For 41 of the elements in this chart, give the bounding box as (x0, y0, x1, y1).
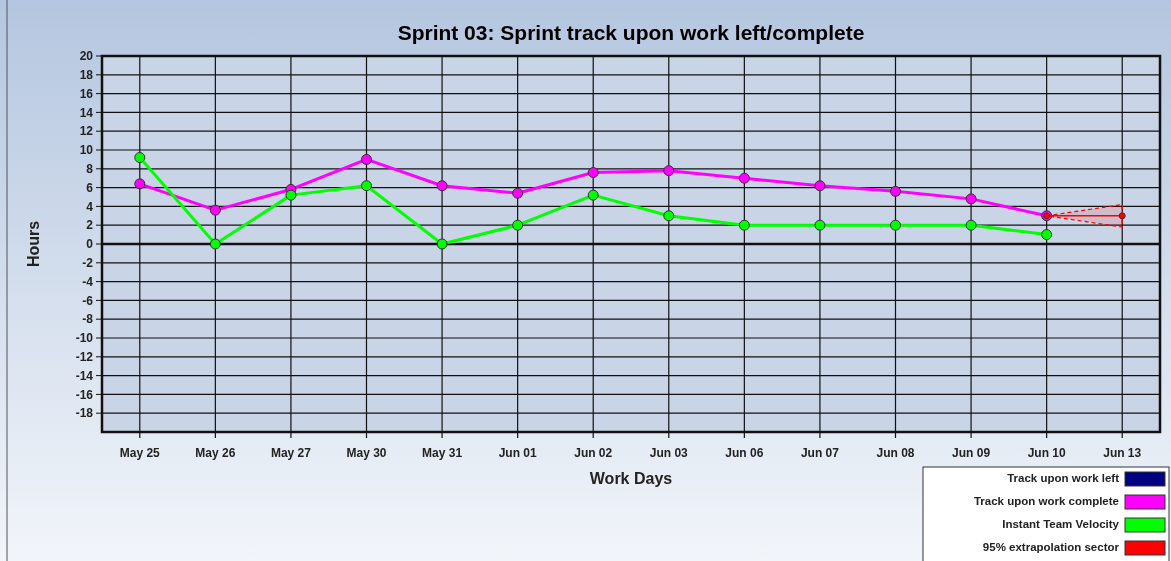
y-tick-label: 10 (79, 143, 94, 158)
y-tick-label: -4 (82, 274, 94, 289)
x-tick-label: Jun 01 (498, 446, 537, 460)
x-tick-label: Jun 07 (800, 446, 840, 460)
x-tick-label: May 26 (195, 446, 236, 460)
y-tick-label: -8 (82, 312, 94, 327)
x-tick-label: Jun 02 (574, 446, 613, 460)
x-tick-label: May 31 (422, 446, 463, 460)
x-tick-label: Jun 10 (1027, 446, 1066, 460)
y-tick-label: 6 (86, 180, 94, 195)
chart-title: Sprint 03: Sprint track upon work left/complete (397, 21, 865, 44)
y-tick-label: 18 (79, 68, 94, 82)
x-tick-label: Jun 06 (725, 446, 764, 460)
y-tick-label: -6 (82, 293, 94, 308)
y-tick-label: 4 (86, 199, 94, 214)
legend-label: 95% extrapolation sector (982, 541, 1120, 553)
x-tick-label: Jun 13 (1103, 446, 1142, 460)
x-tick-label: Jun 03 (649, 446, 689, 460)
y-tick-label: 14 (79, 105, 94, 120)
y-tick-label: 2 (86, 218, 94, 233)
y-tick-label: 20 (79, 49, 94, 64)
legend-label: Track upon work left (1007, 472, 1120, 484)
y-tick-label: 8 (86, 162, 94, 176)
x-tick-label: May 30 (346, 446, 387, 460)
x-tick-label: May 27 (270, 446, 312, 460)
y-tick-label: -12 (75, 350, 94, 364)
y-tick-label: -18 (75, 406, 94, 421)
y-axis-title: Hours (25, 220, 42, 268)
y-tick-label: -10 (75, 331, 94, 346)
y-tick-label: -16 (75, 387, 94, 402)
y-tick-label: -2 (82, 256, 94, 270)
legend-label: Instant Team Velocity (1002, 518, 1120, 530)
y-tick-label: -14 (75, 368, 94, 383)
legend-label: Track upon work complete (973, 495, 1119, 507)
x-tick-label: Jun 08 (876, 446, 915, 460)
y-tick-label: 16 (79, 86, 94, 101)
y-tick-label: 0 (86, 237, 94, 252)
x-tick-label: Jun 09 (952, 446, 991, 460)
x-axis-title: Work Days (589, 470, 673, 487)
x-tick-label: May 25 (119, 446, 161, 460)
y-tick-label: 12 (79, 124, 94, 139)
